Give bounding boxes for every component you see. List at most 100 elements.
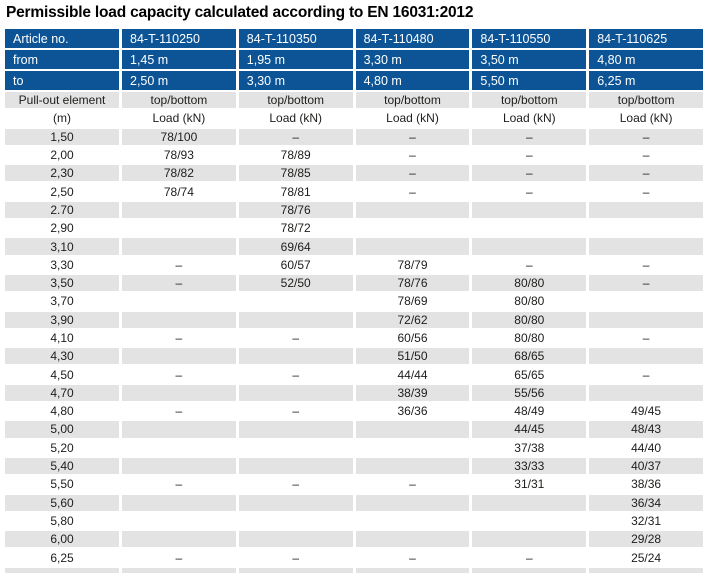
load-value-cell [238, 384, 353, 402]
to-value: 3,30 m [238, 71, 353, 90]
load-value-cell [355, 494, 470, 511]
load-value-cell: – [589, 366, 703, 383]
load-value-cell: 38/36 [589, 476, 703, 493]
load-value-cell [238, 494, 353, 511]
load-value-cell: – [472, 165, 587, 182]
from-value: 4,80 m [589, 50, 703, 69]
article-number: 84-T-110350 [238, 29, 353, 48]
load-value-cell [472, 238, 587, 255]
to-label: to [5, 71, 119, 90]
load-value-cell [355, 512, 470, 530]
load-value-cell: – [472, 128, 587, 145]
table-row: 2,00 78/93 78/89– – – [5, 146, 703, 164]
load-value-cell [238, 293, 353, 310]
load-value-cell: 78/100 [122, 128, 236, 145]
load-value-cell: – [355, 128, 470, 145]
load-value-cell [355, 421, 470, 438]
units-row: (m) Load (kN) Load (kN) Load (kN) Load (kN) L… [5, 110, 703, 127]
to-row: to 2,50 m 3,30 m 4,80 m 5,50 m 6,25 m [5, 71, 703, 90]
pullout-length-cell: 4,10 [5, 329, 119, 347]
load-value-cell [122, 220, 236, 237]
load-value-cell: – [238, 128, 353, 145]
load-value-cell [238, 457, 353, 475]
load-value-cell: – [122, 403, 236, 420]
to-value: 4,80 m [355, 71, 470, 90]
load-value-cell: 44/40 [589, 439, 703, 456]
from-label: from [5, 50, 119, 69]
to-value: 5,50 m [472, 71, 587, 90]
load-unit-label: Load (kN) [355, 110, 470, 127]
load-value-cell: 36/36 [355, 403, 470, 420]
load-value-cell: – [122, 476, 236, 493]
table-row: 6,25– – – –25/24 [5, 549, 703, 566]
load-value-cell: – [589, 183, 703, 200]
bottom-partial-cell [122, 567, 236, 573]
load-value-cell: – [589, 128, 703, 145]
pullout-length-cell: 4,30 [5, 348, 119, 365]
pullout-length-cell: 5,20 [5, 439, 119, 456]
pullout-length-cell: 3,50 [5, 274, 119, 292]
load-value-cell: 65/65 [472, 366, 587, 383]
table-row: 4,10– –60/56 80/80– [5, 329, 703, 347]
load-value-cell: – [122, 329, 236, 347]
load-value-cell: 48/49 [472, 403, 587, 420]
load-value-cell: 49/45 [589, 403, 703, 420]
load-value-cell [238, 348, 353, 365]
table-row: 2,30 78/82 78/85– – – [5, 165, 703, 182]
table-row: 5,40 33/33 40/37 [5, 457, 703, 475]
article-number: 84-T-110625 [589, 29, 703, 48]
load-value-cell [589, 220, 703, 237]
from-row: from 1,45 m 1,95 m 3,30 m 3,50 m 4,80 m [5, 50, 703, 69]
pullout-length-cell: 5,50 [5, 476, 119, 493]
table-row: 5,20 37/38 44/40 [5, 439, 703, 456]
load-value-cell: – [589, 256, 703, 273]
load-value-cell: 78/74 [122, 183, 236, 200]
load-value-cell: 48/43 [589, 421, 703, 438]
load-value-cell: – [122, 274, 236, 292]
bottom-partial-cell [589, 567, 703, 573]
load-value-cell: 60/56 [355, 329, 470, 347]
table-row: 3,90 72/62 80/80 [5, 311, 703, 328]
table-row: 2,50 78/74 78/81– – – [5, 183, 703, 200]
from-value: 3,50 m [472, 50, 587, 69]
load-value-cell: – [472, 146, 587, 164]
load-unit-label: Load (kN) [238, 110, 353, 127]
load-value-cell: – [122, 366, 236, 383]
to-value: 6,25 m [589, 71, 703, 90]
load-value-cell [472, 512, 587, 530]
table-row: 3,50–52/50 78/76 80/80– [5, 274, 703, 292]
load-value-cell: – [355, 146, 470, 164]
bottom-partial-cell [355, 567, 470, 573]
load-value-cell: 60/57 [238, 256, 353, 273]
table-row: 3,30–60/57 78/79– – [5, 256, 703, 273]
load-value-cell: 80/80 [472, 329, 587, 347]
bottom-partial-cell [472, 567, 587, 573]
load-value-cell: – [472, 549, 587, 566]
load-value-cell: 80/80 [472, 274, 587, 292]
load-value-cell: 78/85 [238, 165, 353, 182]
load-value-cell [355, 439, 470, 456]
load-value-cell [589, 293, 703, 310]
pullout-length-cell: 2,90 [5, 220, 119, 237]
load-unit-label: Load (kN) [122, 110, 236, 127]
load-value-cell [122, 384, 236, 402]
table-row: 5,00 44/45 48/43 [5, 421, 703, 438]
pullout-length-cell: 2,30 [5, 165, 119, 182]
load-value-cell: – [355, 165, 470, 182]
table-row: 4,30 51/50 68/65 [5, 348, 703, 365]
table-row: 5,80 32/31 [5, 512, 703, 530]
pullout-length-cell: 1,50 [5, 128, 119, 145]
table-row: 5,60 36/34 [5, 494, 703, 511]
pullout-element-header: Pull-out element [5, 92, 119, 109]
table-row: 6,00 29/28 [5, 531, 703, 548]
load-value-cell [472, 531, 587, 548]
load-value-cell: – [589, 329, 703, 347]
load-value-cell [122, 201, 236, 219]
to-value: 2,50 m [122, 71, 236, 90]
bottom-partial-cell [238, 567, 353, 573]
load-value-cell [122, 293, 236, 310]
load-value-cell [589, 238, 703, 255]
load-value-cell: 29/28 [589, 531, 703, 548]
load-value-cell: 78/89 [238, 146, 353, 164]
